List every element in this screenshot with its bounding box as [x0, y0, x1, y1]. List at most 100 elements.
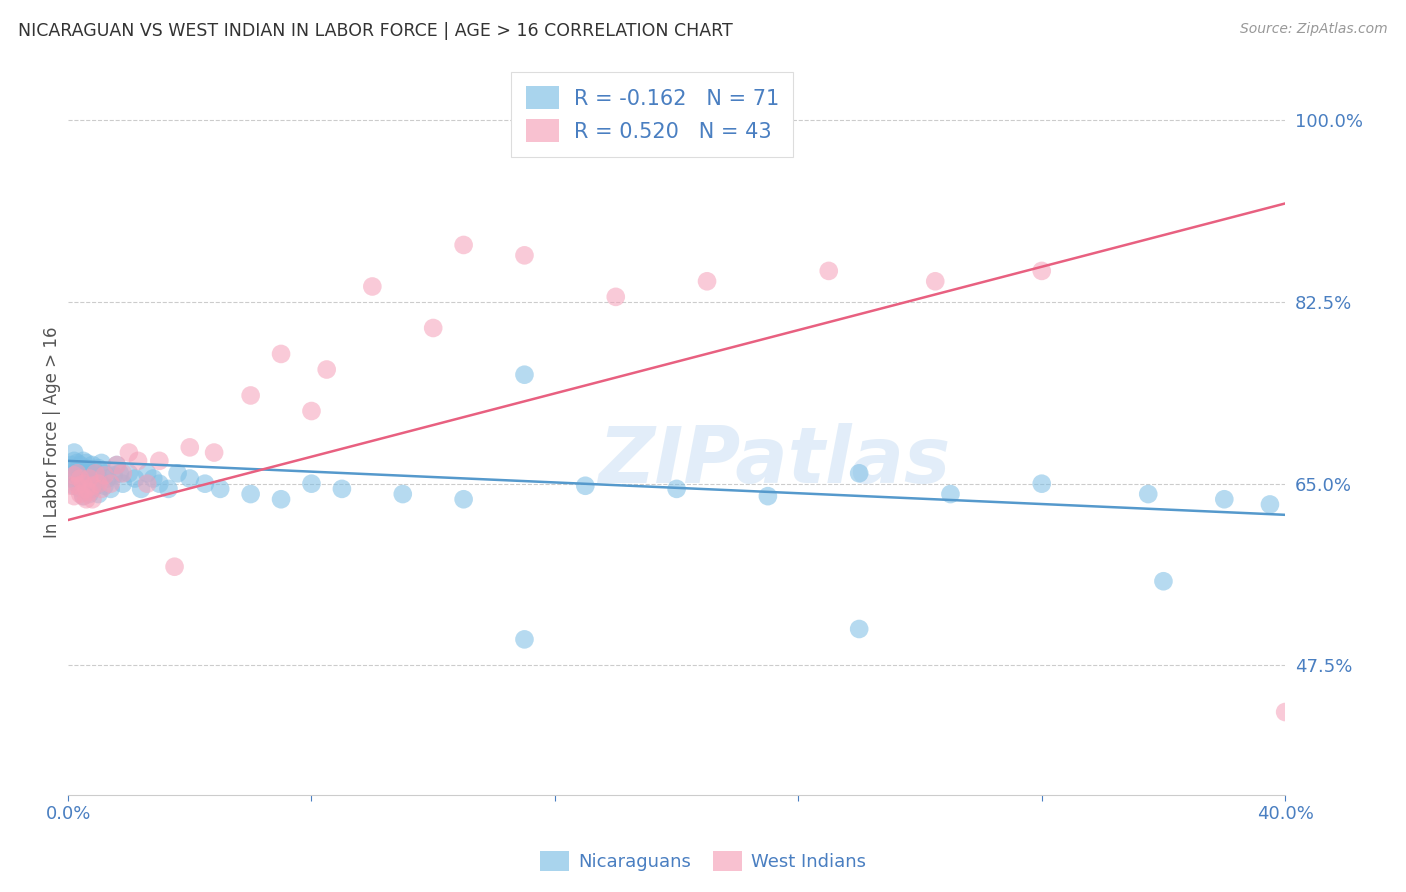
- Point: [100, 476, 122, 491]
- Y-axis label: In Labor Force | Age > 16: In Labor Force | Age > 16: [44, 326, 60, 538]
- Point: [136, 476, 159, 491]
- Point: [69, 458, 91, 472]
- Point: [105, 458, 128, 472]
- Point: [63, 454, 86, 468]
- Point: [87, 461, 110, 475]
- Point: [817, 264, 839, 278]
- Point: [453, 492, 475, 507]
- Point: [202, 445, 225, 459]
- Text: ZIPatlas: ZIPatlas: [598, 423, 950, 499]
- Point: [1274, 705, 1296, 719]
- Point: [84, 467, 107, 481]
- Point: [82, 479, 104, 493]
- Point: [84, 479, 107, 493]
- Point: [69, 468, 91, 483]
- Point: [69, 471, 91, 485]
- Point: [127, 454, 149, 468]
- Point: [574, 479, 596, 493]
- Point: [66, 461, 89, 475]
- Point: [75, 492, 97, 507]
- Point: [75, 456, 97, 470]
- Point: [79, 476, 101, 491]
- Point: [75, 461, 97, 475]
- Point: [391, 487, 413, 501]
- Point: [87, 471, 110, 485]
- Point: [69, 482, 91, 496]
- Point: [66, 476, 89, 491]
- Point: [1031, 264, 1053, 278]
- Point: [63, 479, 86, 493]
- Point: [1152, 574, 1174, 589]
- Point: [163, 559, 186, 574]
- Point: [142, 471, 165, 485]
- Point: [270, 492, 292, 507]
- Point: [848, 622, 870, 636]
- Point: [84, 467, 107, 481]
- Point: [124, 471, 146, 485]
- Point: [79, 467, 101, 481]
- Point: [330, 482, 353, 496]
- Point: [166, 467, 188, 481]
- Point: [1137, 487, 1160, 501]
- Point: [148, 476, 170, 491]
- Point: [72, 476, 94, 491]
- Point: [60, 471, 83, 485]
- Point: [66, 479, 89, 493]
- Point: [665, 482, 688, 496]
- Point: [69, 487, 91, 501]
- Point: [66, 456, 89, 470]
- Point: [100, 482, 122, 496]
- Point: [136, 467, 159, 481]
- Point: [108, 467, 131, 481]
- Point: [924, 274, 946, 288]
- Point: [97, 471, 120, 485]
- Point: [63, 445, 86, 459]
- Point: [1031, 476, 1053, 491]
- Point: [111, 476, 134, 491]
- Point: [93, 467, 115, 481]
- Point: [90, 456, 112, 470]
- Point: [79, 471, 101, 485]
- Point: [118, 445, 141, 459]
- Legend: Nicaraguans, West Indians: Nicaraguans, West Indians: [533, 844, 873, 879]
- Point: [111, 467, 134, 481]
- Point: [1258, 498, 1281, 512]
- Point: [87, 476, 110, 491]
- Point: [90, 482, 112, 496]
- Point: [75, 479, 97, 493]
- Point: [63, 489, 86, 503]
- Point: [148, 454, 170, 468]
- Point: [63, 468, 86, 483]
- Point: [72, 489, 94, 503]
- Point: [179, 471, 201, 485]
- Point: [848, 467, 870, 481]
- Point: [422, 321, 444, 335]
- Point: [87, 487, 110, 501]
- Point: [66, 467, 89, 481]
- Point: [82, 482, 104, 496]
- Point: [72, 479, 94, 493]
- Point: [82, 468, 104, 483]
- Point: [194, 476, 217, 491]
- Point: [239, 487, 262, 501]
- Point: [66, 468, 89, 483]
- Point: [129, 482, 152, 496]
- Point: [239, 388, 262, 402]
- Legend: R = -0.162   N = 71, R = 0.520   N = 43: R = -0.162 N = 71, R = 0.520 N = 43: [512, 71, 793, 157]
- Point: [453, 238, 475, 252]
- Point: [513, 368, 536, 382]
- Point: [103, 468, 125, 483]
- Point: [209, 482, 232, 496]
- Point: [93, 479, 115, 493]
- Point: [513, 248, 536, 262]
- Point: [79, 485, 101, 500]
- Point: [939, 487, 962, 501]
- Point: [315, 362, 337, 376]
- Point: [513, 632, 536, 647]
- Point: [1213, 492, 1236, 507]
- Point: [179, 441, 201, 455]
- Point: [75, 471, 97, 485]
- Point: [361, 279, 384, 293]
- Point: [301, 476, 323, 491]
- Point: [82, 492, 104, 507]
